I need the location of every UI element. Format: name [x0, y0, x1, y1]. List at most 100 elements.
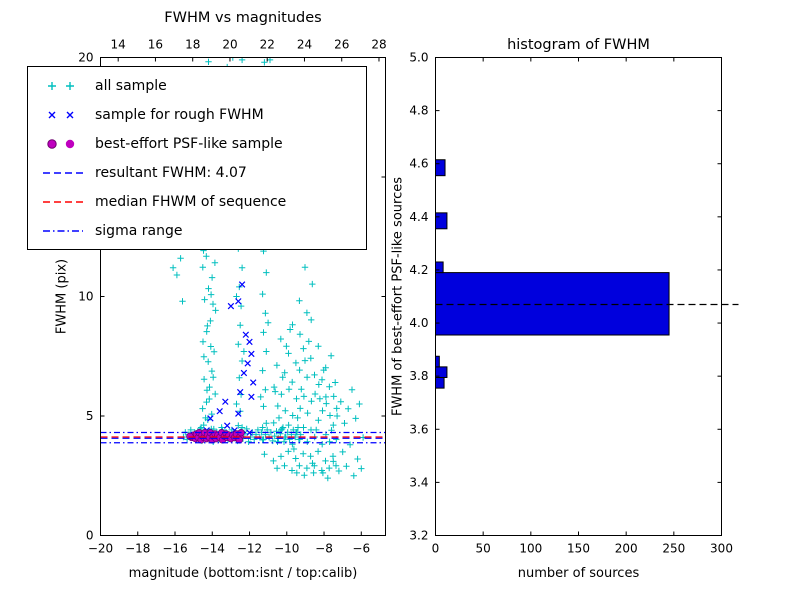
- data-point: [254, 426, 262, 434]
- data-point: [308, 316, 315, 324]
- data-point: [273, 465, 281, 472]
- data-point: [262, 386, 269, 393]
- x-tick-label: 250: [662, 542, 685, 556]
- top-x-tick-label: 16: [148, 38, 163, 52]
- x-tick-label: 150: [567, 542, 590, 556]
- y-tick-label: 4.6: [409, 157, 428, 171]
- cross-marker-icon: [48, 111, 74, 118]
- data-point: [278, 425, 286, 433]
- data-point: [296, 297, 303, 304]
- data-point: [289, 441, 296, 448]
- data-point: [173, 271, 181, 279]
- data-point: [229, 57, 236, 61]
- right-y-axis-label: FWHM of best-effort PSF-like sources: [390, 176, 406, 417]
- y-tick-label: 3.4: [409, 475, 428, 489]
- data-point: [307, 355, 314, 362]
- x-tick-label: −16: [162, 542, 187, 556]
- data-point: [297, 405, 304, 412]
- histogram-bar: [435, 272, 670, 336]
- data-point: [319, 469, 327, 477]
- data-point: [208, 410, 215, 418]
- left-x-axis-label: magnitude (bottom:isnt / top:calib): [128, 566, 358, 581]
- data-point: [223, 422, 231, 429]
- plus-marker-icon: [48, 81, 74, 90]
- data-point: [237, 322, 244, 329]
- data-point: [350, 472, 357, 479]
- data-point: [244, 360, 251, 367]
- data-point: [263, 348, 270, 355]
- data-point: [242, 331, 250, 338]
- histogram-bar: [435, 376, 445, 389]
- data-point: [289, 412, 296, 419]
- data-point: [320, 366, 327, 374]
- data-point: [200, 353, 208, 360]
- x-tick-label: −20: [88, 542, 113, 556]
- data-point: [292, 359, 300, 367]
- data-point: [179, 298, 186, 305]
- data-point: [210, 374, 217, 381]
- legend-label: resultant FWHM: 4.07: [95, 164, 247, 181]
- data-point: [205, 58, 212, 65]
- data-point: [346, 441, 354, 448]
- data-point: [262, 310, 269, 317]
- legend-label: sample for rough FWHM: [95, 106, 264, 123]
- data-point: [332, 379, 339, 386]
- data-point: [271, 432, 278, 440]
- data-point: [309, 460, 316, 467]
- data-point: [267, 429, 275, 436]
- data-point: [330, 458, 337, 465]
- data-point: [283, 343, 290, 350]
- x-tick-label: 100: [519, 542, 542, 556]
- y-tick-label: 20: [78, 51, 93, 65]
- data-point: [354, 455, 361, 463]
- data-point: [292, 455, 299, 462]
- data-point: [270, 457, 277, 465]
- data-point: [324, 474, 331, 482]
- data-point: [319, 407, 326, 414]
- top-x-tick-label: 24: [297, 38, 312, 52]
- data-point: [319, 441, 326, 448]
- data-point: [274, 438, 281, 445]
- data-point: [300, 424, 307, 431]
- data-point: [240, 348, 248, 355]
- data-point: [274, 402, 281, 410]
- data-point: [199, 338, 207, 345]
- data-point: [309, 280, 316, 288]
- data-point: [260, 403, 267, 410]
- data-point: [323, 400, 330, 407]
- data-point: [322, 393, 330, 401]
- x-tick-label: −12: [237, 542, 262, 556]
- y-tick-label: 10: [78, 290, 93, 304]
- data-point: [281, 369, 288, 376]
- data-point: [298, 386, 305, 393]
- data-point: [333, 405, 340, 412]
- x-tick-label: 300: [710, 542, 733, 556]
- data-point: [313, 426, 320, 434]
- data-point: [272, 388, 279, 395]
- legend-item-all-sample: all sample: [28, 71, 366, 100]
- data-point: [289, 378, 296, 386]
- data-point: [285, 386, 293, 393]
- legend-label: sigma range: [95, 222, 183, 239]
- data-point: [260, 329, 267, 336]
- data-point: [216, 407, 223, 415]
- data-point: [209, 300, 217, 308]
- data-point: [210, 348, 218, 355]
- data-point: [358, 465, 365, 472]
- data-point: [275, 414, 283, 422]
- data-point: [326, 412, 334, 419]
- data-point: [288, 467, 296, 474]
- data-point: [257, 393, 264, 401]
- histogram-bar: [435, 212, 448, 230]
- data-point: [245, 438, 252, 445]
- data-point: [301, 264, 309, 271]
- data-point: [273, 428, 280, 435]
- data-point: [243, 425, 250, 433]
- data-point: [326, 438, 333, 445]
- data-point: [208, 367, 216, 375]
- data-point: [345, 405, 352, 412]
- x-tick-label: −6: [352, 542, 370, 556]
- top-x-tick-label: 14: [111, 38, 126, 52]
- y-tick-label: 3.8: [409, 369, 428, 383]
